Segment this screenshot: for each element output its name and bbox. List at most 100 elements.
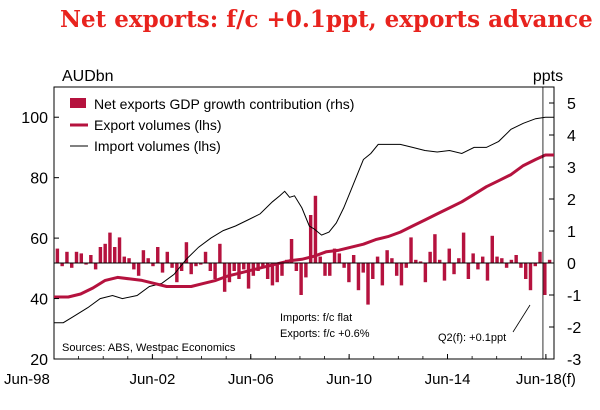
left-tick-label: 100 bbox=[21, 110, 48, 127]
net-exports-bar bbox=[203, 251, 208, 263]
right-tick-label: 3 bbox=[567, 160, 576, 177]
x-tick-label: Jun-14 bbox=[425, 371, 471, 388]
net-exports-bar bbox=[390, 258, 394, 263]
net-exports-bar bbox=[399, 263, 404, 286]
export-volumes-line bbox=[54, 153, 554, 299]
net-exports-bar bbox=[74, 251, 79, 263]
net-exports-bar bbox=[442, 263, 447, 281]
net-exports-bar bbox=[160, 263, 165, 273]
net-exports-bar bbox=[218, 243, 222, 263]
net-exports-bar bbox=[265, 263, 270, 279]
net-exports-bar bbox=[184, 242, 189, 263]
net-exports-bar bbox=[457, 258, 461, 263]
net-exports-bar bbox=[519, 263, 523, 268]
left-tick-label: 80 bbox=[30, 171, 48, 188]
right-tick-label: 2 bbox=[567, 192, 576, 209]
net-exports-bar bbox=[246, 263, 251, 289]
net-exports-bar bbox=[476, 263, 480, 270]
net-exports-bar bbox=[151, 263, 155, 267]
net-exports-bar bbox=[543, 263, 547, 295]
net-exports-bar bbox=[504, 263, 509, 268]
net-exports-bar bbox=[84, 263, 88, 265]
net-exports-bar bbox=[318, 256, 322, 263]
net-exports-bar bbox=[127, 258, 131, 263]
net-exports-bar bbox=[93, 263, 98, 270]
right-axis-label: ppts bbox=[533, 68, 563, 85]
net-exports-bar bbox=[500, 258, 504, 263]
net-exports-bar bbox=[480, 256, 485, 263]
net-exports-bar bbox=[227, 263, 232, 283]
net-exports-bar bbox=[361, 263, 365, 273]
left-tick-label: 60 bbox=[30, 231, 48, 248]
net-exports-bar bbox=[289, 239, 294, 263]
net-exports-bar bbox=[280, 263, 284, 276]
net-exports-bar bbox=[132, 263, 136, 270]
left-tick-label: 20 bbox=[30, 352, 48, 369]
legend: Net exports GDP growth contribution (rhs… bbox=[70, 96, 354, 154]
net-exports-bar bbox=[514, 255, 518, 263]
net-exports-bar bbox=[89, 255, 93, 263]
net-exports-bar bbox=[528, 263, 533, 291]
net-exports-bar bbox=[146, 258, 150, 263]
net-exports-bar bbox=[165, 251, 170, 263]
net-exports-bar bbox=[347, 263, 351, 283]
legend-label-exports: Export volumes (lhs) bbox=[94, 117, 222, 133]
net-exports-bar bbox=[199, 263, 203, 265]
net-exports-bar bbox=[433, 234, 437, 263]
net-exports-bar bbox=[437, 259, 442, 263]
net-exports-bar bbox=[136, 263, 141, 276]
net-exports-bar bbox=[156, 247, 160, 263]
right-tick-label: -1 bbox=[567, 288, 581, 305]
net-exports-bar bbox=[232, 263, 236, 271]
net-exports-bar bbox=[485, 263, 490, 281]
net-exports-bar bbox=[447, 248, 451, 263]
net-exports-bar bbox=[471, 253, 475, 263]
axes-group: 20 40 60 80 100 -3 -2 -1 0 1 2 3 4 5 Jun-98 Jun-02 Jun-0… bbox=[4, 87, 581, 388]
net-exports-bar bbox=[294, 263, 299, 271]
lines-group bbox=[54, 116, 554, 324]
annotation-arrow bbox=[512, 304, 531, 333]
import-volumes-line bbox=[54, 116, 554, 324]
net-exports-bar bbox=[261, 263, 265, 268]
net-exports-bar bbox=[170, 263, 174, 268]
right-tick-label: 0 bbox=[567, 256, 576, 273]
right-tick-label: -3 bbox=[567, 352, 581, 369]
net-exports-bar bbox=[299, 263, 303, 295]
net-exports-bar bbox=[418, 261, 423, 263]
net-exports-bar bbox=[337, 253, 342, 263]
net-exports-bar bbox=[461, 232, 466, 263]
net-exports-bar bbox=[533, 263, 537, 267]
net-exports-bar bbox=[141, 250, 146, 263]
net-exports-bar bbox=[328, 263, 332, 276]
net-exports-bar bbox=[179, 263, 184, 271]
net-exports-bar bbox=[189, 263, 193, 275]
net-exports-bar bbox=[509, 259, 514, 263]
right-tick-label: -2 bbox=[567, 320, 581, 337]
net-exports-bar bbox=[65, 251, 69, 263]
bars-group bbox=[55, 195, 552, 305]
net-exports-bar bbox=[98, 247, 103, 263]
legend-label-imports: Import volumes (lhs) bbox=[94, 138, 221, 154]
right-tick-label: 4 bbox=[567, 128, 576, 145]
x-tick-label: Jun-98 bbox=[4, 371, 50, 388]
net-exports-bar bbox=[332, 248, 337, 263]
net-exports-bar bbox=[213, 263, 217, 279]
net-exports-bar bbox=[194, 263, 198, 267]
net-exports-bar bbox=[117, 237, 122, 263]
net-exports-bar bbox=[275, 263, 279, 283]
net-exports-bar bbox=[371, 263, 375, 279]
net-exports-bar bbox=[404, 263, 408, 268]
sources-note: Sources: ABS, Westpac Economics bbox=[62, 342, 236, 354]
net-exports-bar bbox=[428, 251, 432, 263]
net-exports-bar bbox=[538, 251, 542, 263]
net-exports-bar bbox=[385, 250, 389, 263]
plot-frame bbox=[53, 86, 555, 360]
annotation-imports: Imports: f/c flat bbox=[280, 312, 352, 324]
net-exports-bar bbox=[523, 263, 528, 279]
net-exports-bar bbox=[70, 263, 74, 268]
x-tick-label: Jun-06 bbox=[228, 371, 274, 388]
net-exports-bar bbox=[208, 263, 213, 271]
net-exports-bar bbox=[103, 243, 107, 263]
x-tick-label: Jun-18(f) bbox=[516, 371, 576, 388]
